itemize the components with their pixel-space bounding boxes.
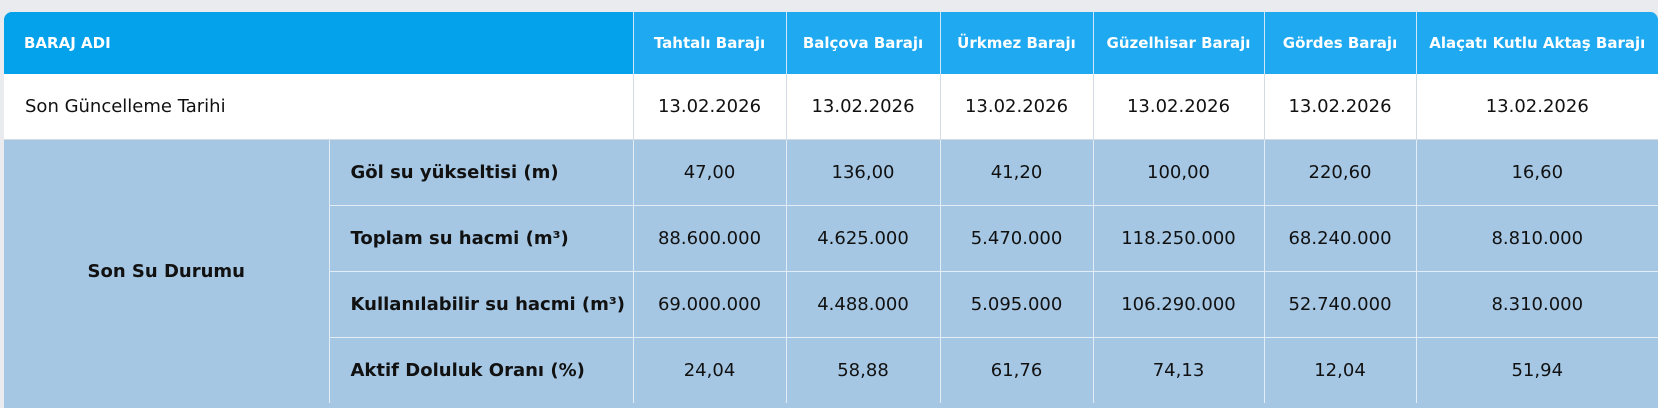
- table-cell: 8.310.000: [1415, 271, 1658, 338]
- table-cell: 136,00: [785, 139, 940, 206]
- table-cell: 118.250.000: [1092, 205, 1264, 272]
- table-cell: 24,04: [632, 337, 786, 403]
- table-cell: 8.810.000: [1415, 205, 1658, 272]
- table-cell: 5.095.000: [939, 271, 1093, 338]
- table-cell: 88.600.000: [632, 205, 786, 272]
- table-cell: 74,13: [1092, 337, 1264, 403]
- table-cell: 16,60: [1415, 139, 1658, 206]
- table-cell: 58,88: [785, 337, 940, 403]
- dam-status-table: BARAJ ADI Tahtalı Barajı Balçova Barajı …: [4, 12, 1658, 403]
- table-row-lake-elevation: Son Su Durumu Göl su yükseltisi (m) 47,0…: [4, 139, 1658, 403]
- table-row-active-fill-ratio: Aktif Doluluk Oranı (%) 24,04 58,88 61,7…: [4, 337, 1658, 403]
- table-cell: 13.02.2026: [785, 74, 940, 140]
- metric-label: Kullanılabilir su hacmi (m³): [328, 271, 633, 338]
- table-cell: 100,00: [1092, 139, 1264, 206]
- table-cell: 68.240.000: [1263, 205, 1416, 272]
- metric-label: Göl su yükseltisi (m): [328, 139, 633, 206]
- table-cell: 47,00: [632, 139, 786, 206]
- header-dam-urkmez: Ürkmez Barajı: [939, 12, 1093, 74]
- table-row-total-volume: Toplam su hacmi (m³) 88.600.000 4.625.00…: [4, 205, 1658, 272]
- table-cell: 12,04: [1263, 337, 1416, 403]
- table-header-row: BARAJ ADI Tahtalı Barajı Balçova Barajı …: [4, 12, 1658, 74]
- header-dam-alacati: Alaçatı Kutlu Aktaş Barajı: [1415, 12, 1658, 74]
- table-row-last-update: Son Güncelleme Tarihi 13.02.2026 13.02.2…: [4, 74, 1658, 140]
- table-cell: 51,94: [1415, 337, 1658, 403]
- table-cell: 4.625.000: [785, 205, 940, 272]
- dam-status-table-card: BARAJ ADI Tahtalı Barajı Balçova Barajı …: [4, 12, 1658, 408]
- header-dam-gordes: Gördes Barajı: [1263, 12, 1416, 74]
- table-cell: 13.02.2026: [632, 74, 786, 140]
- header-dam-tahtali: Tahtalı Barajı: [632, 12, 786, 74]
- table-cell: 61,76: [939, 337, 1093, 403]
- table-cell: 41,20: [939, 139, 1093, 206]
- table-cell: 5.470.000: [939, 205, 1093, 272]
- table-cell: 69.000.000: [632, 271, 786, 338]
- table-cell: 52.740.000: [1263, 271, 1416, 338]
- table-row-usable-volume: Kullanılabilir su hacmi (m³) 69.000.000 …: [4, 271, 1658, 338]
- metric-label: Toplam su hacmi (m³): [328, 205, 633, 272]
- table-cell: 13.02.2026: [1092, 74, 1264, 140]
- header-dam-name-label: BARAJ ADI: [4, 12, 633, 74]
- last-update-label: Son Güncelleme Tarihi: [4, 74, 633, 140]
- metric-label: Aktif Doluluk Oranı (%): [328, 337, 633, 403]
- water-status-group-label: Son Su Durumu: [4, 139, 329, 403]
- table-cell: 220,60: [1263, 139, 1416, 206]
- header-dam-balcova: Balçova Barajı: [785, 12, 940, 74]
- table-cell: 13.02.2026: [1415, 74, 1658, 140]
- table-cell: 4.488.000: [785, 271, 940, 338]
- table-cell: 106.290.000: [1092, 271, 1264, 338]
- table-cell: 13.02.2026: [939, 74, 1093, 140]
- table-cell: 13.02.2026: [1263, 74, 1416, 140]
- header-dam-guzelhisar: Güzelhisar Barajı: [1092, 12, 1264, 74]
